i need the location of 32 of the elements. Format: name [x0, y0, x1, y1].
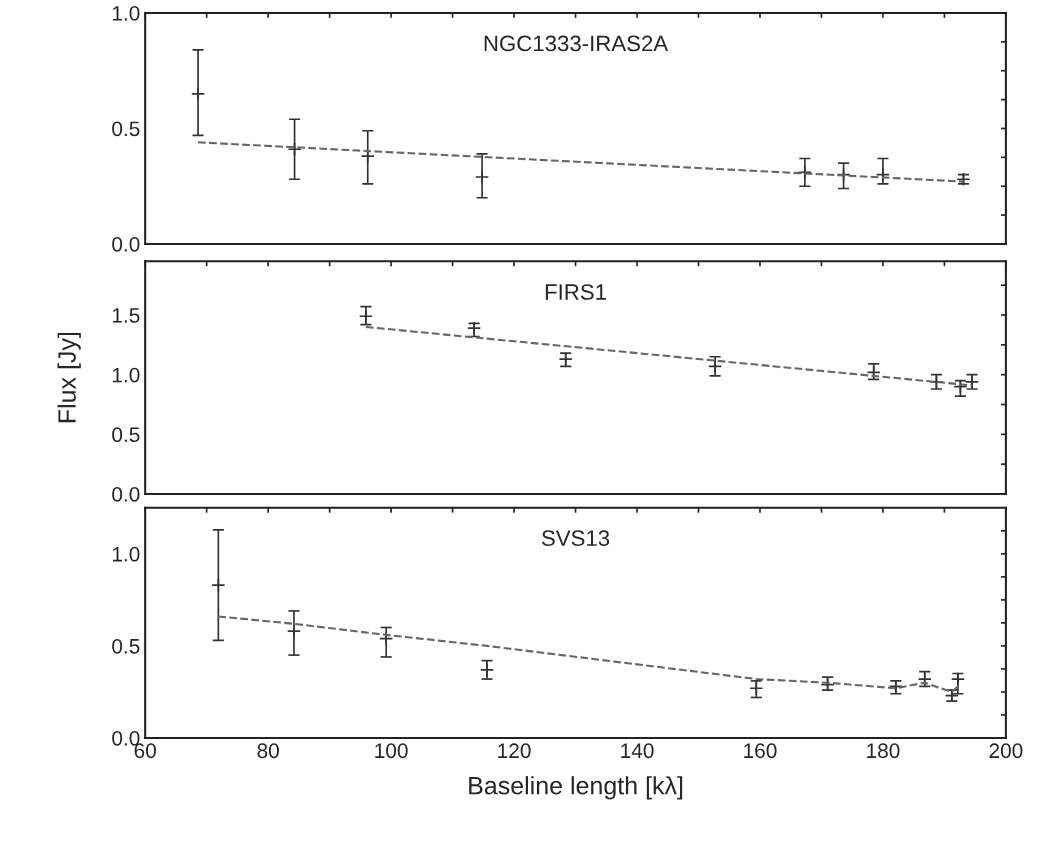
x-tick-label: 80: [257, 743, 279, 759]
x-tick-label: 140: [621, 743, 654, 759]
x-tick-label: 180: [867, 743, 900, 759]
point: [211, 578, 226, 593]
point: [379, 631, 394, 646]
y-tick-label: 0.5: [112, 638, 140, 654]
y-tick-label: 0.5: [112, 121, 140, 137]
point: [190, 86, 206, 101]
text: FIRS1: [545, 284, 606, 300]
y-tick-label: 1.0: [112, 367, 140, 383]
y-tick-label: 1.0: [112, 5, 140, 21]
x-axis-title: Baseline length [kλ]: [469, 776, 683, 800]
text: SVS13: [541, 530, 610, 547]
y-tick-label: 1.5: [112, 308, 140, 323]
point: [708, 359, 723, 374]
point: [836, 167, 851, 182]
y-tick-label: 0.0: [112, 236, 140, 252]
point: [358, 309, 373, 324]
y-tick-label: 0.5: [112, 427, 140, 443]
point: [286, 624, 302, 639]
x-tick-label: 100: [375, 743, 408, 759]
point: [875, 167, 891, 182]
text: NGC1333-IRAS2A: [484, 35, 669, 52]
y-tick-label: 1.0: [112, 546, 140, 562]
x-tick-label: 120: [498, 743, 531, 759]
y-tick-label: 0.0: [112, 487, 140, 502]
line-series: [217, 615, 959, 693]
y-axis-title: Flux [Jy]: [57, 332, 81, 423]
point: [287, 142, 302, 157]
x-tick-label: 160: [744, 743, 777, 759]
x-tick-label: 200: [989, 743, 1023, 759]
point: [475, 169, 490, 185]
